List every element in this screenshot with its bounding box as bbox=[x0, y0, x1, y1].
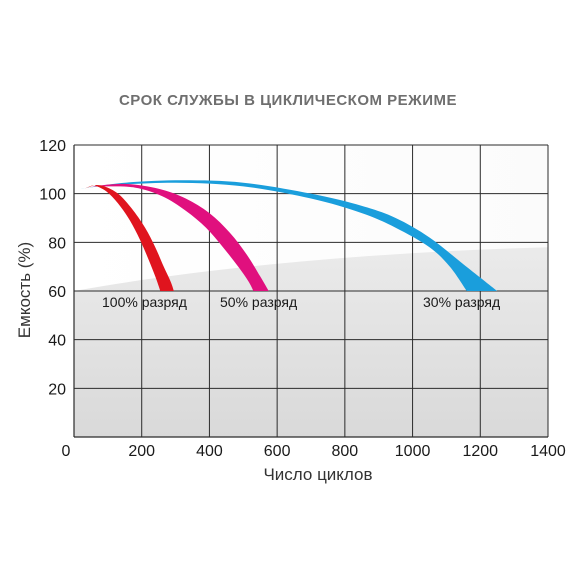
y-tick-label: 100 bbox=[39, 187, 66, 204]
x-tick-label: 400 bbox=[196, 443, 223, 460]
series-band-100 bbox=[84, 184, 174, 291]
series-labels: 100% разряд 50% разряд 30% разряд bbox=[102, 294, 500, 310]
label-100-percent: 100% разряд bbox=[102, 294, 187, 310]
x-tick-label: 1200 bbox=[462, 443, 498, 460]
x-tick-label: 200 bbox=[128, 443, 155, 460]
label-50-percent: 50% разряд bbox=[220, 294, 297, 310]
y-tick-label: 20 bbox=[48, 381, 66, 398]
series-band-50 bbox=[90, 183, 269, 291]
x-tick-label: 1000 bbox=[395, 443, 431, 460]
data-bands bbox=[80, 180, 498, 291]
x-axis-label: Число циклов bbox=[263, 465, 372, 484]
x-tick-label: 0 bbox=[62, 443, 71, 460]
y-tick-label: 60 bbox=[48, 284, 66, 301]
label-30-percent: 30% разряд bbox=[423, 294, 500, 310]
x-tick-label: 800 bbox=[332, 443, 359, 460]
series-band-30 bbox=[80, 180, 498, 291]
y-axis-label: Емкость (%) bbox=[15, 242, 34, 338]
x-tick-label: 600 bbox=[264, 443, 291, 460]
y-tick-label: 120 bbox=[39, 138, 66, 155]
y-tick-label: 40 bbox=[48, 333, 66, 350]
y-tick-label: 80 bbox=[48, 235, 66, 252]
x-tick-label: 1400 bbox=[530, 443, 566, 460]
chart-title: СРОК СЛУЖБЫ В ЦИКЛИЧЕСКОМ РЕЖИМЕ bbox=[118, 92, 458, 109]
